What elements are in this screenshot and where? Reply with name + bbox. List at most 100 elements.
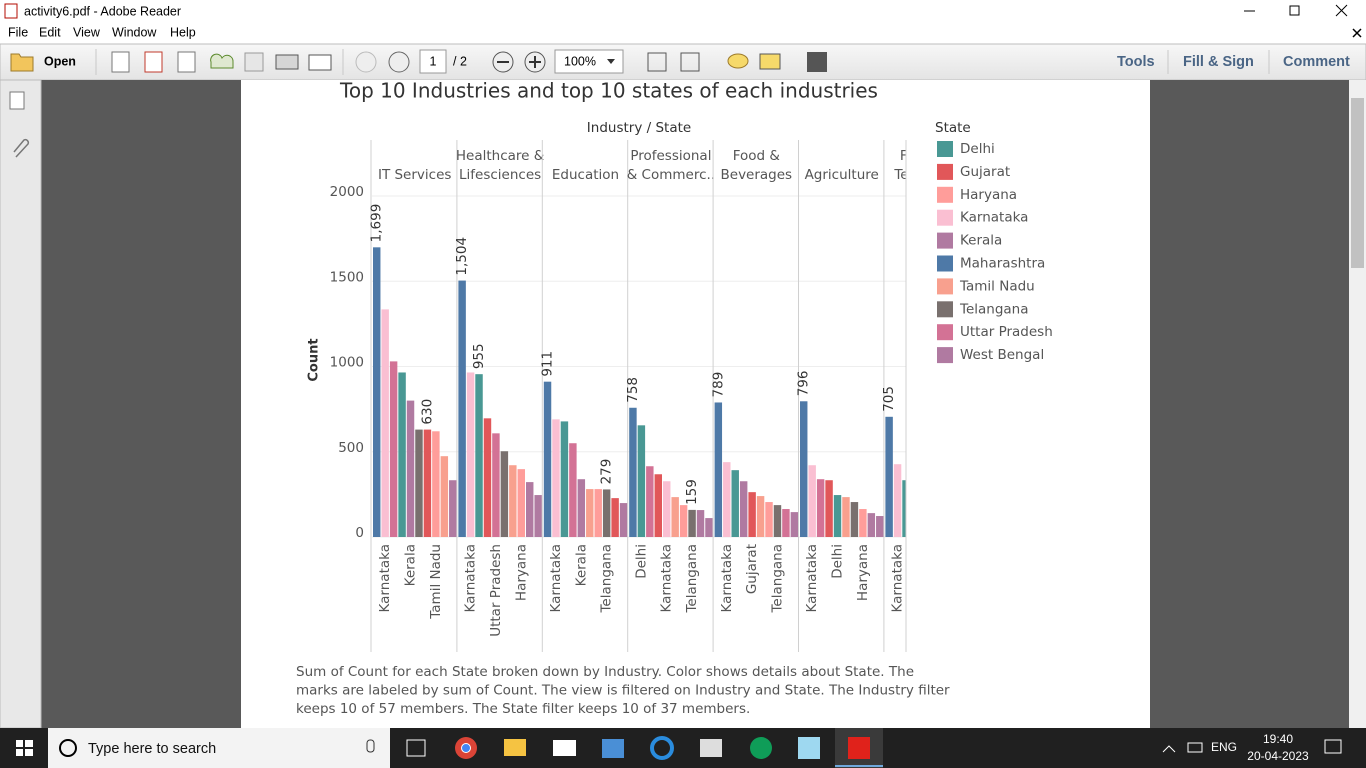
x-tick-label: Haryana <box>855 544 871 601</box>
search-placeholder[interactable]: Type here to search <box>88 741 216 757</box>
x-tick-label: Karnataka <box>377 544 393 612</box>
caption-line: keeps 10 of 57 members. The State filter… <box>296 701 750 717</box>
clock-date[interactable]: 20-04-2023 <box>1247 749 1309 763</box>
mail-app[interactable] <box>553 740 576 756</box>
menu-item[interactable]: Edit <box>39 25 61 39</box>
menu-item[interactable]: View <box>73 25 101 39</box>
task-view[interactable] <box>406 739 426 757</box>
legend-swatch <box>937 278 953 295</box>
bar <box>415 429 423 537</box>
bar <box>577 479 586 537</box>
close-document[interactable] <box>1352 28 1362 38</box>
legend-label: Tamil Nadu <box>959 278 1035 294</box>
bar <box>569 443 577 537</box>
y-axis-label: Count <box>307 338 322 381</box>
print-icon[interactable] <box>275 54 299 70</box>
bar <box>714 402 723 537</box>
value-label: 789 <box>710 372 726 398</box>
bar <box>586 489 594 537</box>
language[interactable]: ENG <box>1211 740 1237 754</box>
tools-button[interactable]: Tools <box>1117 54 1155 70</box>
fullscreen-icon[interactable] <box>807 52 827 72</box>
bar <box>398 372 406 537</box>
page-input[interactable] <box>419 49 447 74</box>
caption-line: Sum of Count for each State broken down … <box>296 664 914 680</box>
bar <box>782 509 790 537</box>
start-button[interactable] <box>16 740 33 756</box>
tray-expand[interactable] <box>1162 745 1176 753</box>
menu-item[interactable]: Window <box>112 25 157 39</box>
notifications[interactable] <box>1324 739 1342 754</box>
legend-label: West Bengal <box>960 347 1044 363</box>
export-icon[interactable] <box>144 51 163 73</box>
scrollbar-thumb[interactable] <box>1351 98 1364 268</box>
zoom-dropdown[interactable] <box>607 59 615 64</box>
x-tick-label: Telangana <box>599 544 615 614</box>
comment-button[interactable]: Comment <box>1283 54 1350 70</box>
bar <box>800 401 808 537</box>
close-button[interactable] <box>1335 4 1348 17</box>
pages-icon[interactable] <box>9 91 25 110</box>
zoom-box[interactable] <box>554 49 624 74</box>
battery-icon[interactable] <box>1187 742 1203 753</box>
reader-app[interactable] <box>848 737 870 759</box>
edit-icon[interactable] <box>177 51 196 73</box>
save-icon[interactable] <box>244 52 264 72</box>
x-tick-label: Uttar Pradesh <box>488 544 504 637</box>
bar <box>637 425 646 537</box>
app-icon <box>4 3 18 19</box>
store-app[interactable] <box>602 739 624 758</box>
taskbar-apps <box>406 728 883 768</box>
media-app[interactable] <box>700 739 722 757</box>
legend-label: Haryana <box>960 187 1017 203</box>
value-label: 796 <box>796 371 812 397</box>
menu-item[interactable]: File <box>8 25 28 39</box>
create-pdf-icon[interactable] <box>111 51 130 73</box>
legend-label: Gujarat <box>960 164 1010 180</box>
bar <box>885 416 893 537</box>
page-number[interactable]: 1 <box>430 54 437 68</box>
chrome-app-2[interactable] <box>750 737 772 759</box>
bar <box>475 374 483 537</box>
fit-width-icon[interactable] <box>680 52 700 72</box>
bar <box>517 469 525 537</box>
bar <box>509 465 517 537</box>
y-tick-label: 1000 <box>330 355 364 371</box>
search-box[interactable] <box>48 728 390 768</box>
bar <box>552 419 560 537</box>
bar <box>688 509 696 537</box>
zoom-value[interactable]: 100% <box>564 54 596 68</box>
snipping-app[interactable] <box>798 737 820 759</box>
open-icon[interactable] <box>10 53 34 72</box>
legend-label: Kerala <box>960 233 1002 249</box>
legend-swatch <box>937 186 953 203</box>
edge-app[interactable] <box>650 736 674 760</box>
fill-sign-button[interactable]: Fill & Sign <box>1183 54 1254 70</box>
panel-header: Tec <box>893 167 916 183</box>
highlight-icon[interactable] <box>759 53 781 70</box>
bar <box>619 503 628 537</box>
y-tick-label: 0 <box>355 525 364 541</box>
legend-swatch <box>937 209 953 226</box>
upload-icon[interactable] <box>210 53 234 69</box>
legend-swatch <box>937 347 953 364</box>
email-icon[interactable] <box>308 54 332 71</box>
menu-item[interactable]: Help <box>170 25 196 39</box>
bar <box>902 480 906 537</box>
legend-swatch <box>937 301 953 318</box>
bar <box>867 513 876 537</box>
fit-page-icon[interactable] <box>647 52 667 72</box>
next-page[interactable] <box>388 51 410 73</box>
prev-page[interactable] <box>355 51 377 73</box>
legend-label: Telangana <box>959 301 1029 317</box>
bar <box>859 509 867 537</box>
mic-icon[interactable] <box>366 739 375 753</box>
attachments-icon[interactable] <box>13 138 30 158</box>
restore-button[interactable] <box>1289 5 1300 16</box>
caption: Sum of Count for each State broken down … <box>296 664 950 717</box>
explorer-app[interactable] <box>504 739 526 756</box>
clock-time[interactable]: 19:40 <box>1263 732 1293 746</box>
sticky-note-icon[interactable] <box>727 53 749 69</box>
open-button[interactable]: Open <box>44 54 76 68</box>
